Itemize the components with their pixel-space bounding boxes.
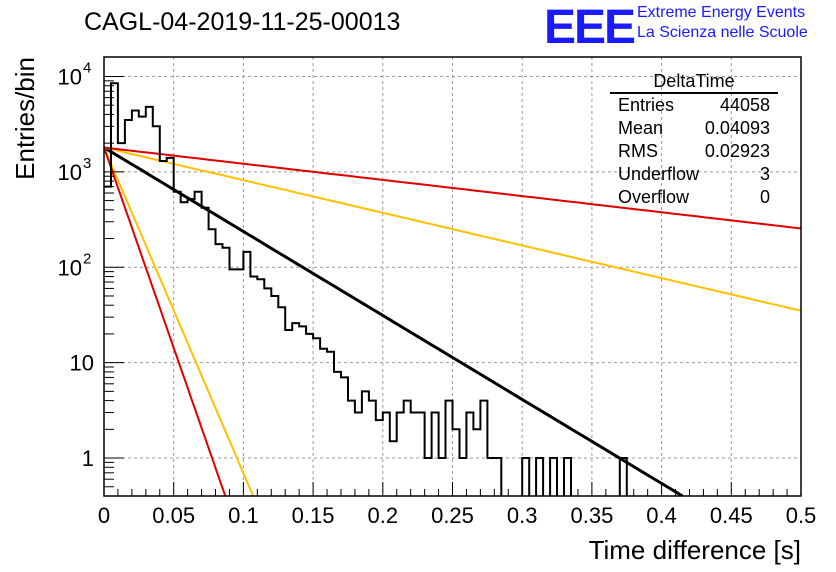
logo-line-2: La Scienza nelle Scuole	[637, 24, 808, 41]
logo-line-1: Extreme Energy Events	[637, 4, 806, 21]
x-tick-label: 0.1	[228, 503, 259, 528]
stats-value: 0	[759, 187, 770, 207]
y-tick-label: 10	[58, 255, 82, 280]
plot-area	[104, 82, 801, 496]
stats-row: RMS 0.02923	[610, 140, 778, 163]
stats-value: 0.04093	[704, 118, 770, 138]
y-tick-exponent: 4	[83, 59, 91, 76]
stats-rows: Entries 44058 Mean 0.04093 RMS 0.02923 Underfl…	[610, 94, 778, 209]
stats-label: RMS	[618, 141, 658, 161]
x-tick-label: 0.2	[368, 503, 399, 528]
grid-lines	[104, 57, 801, 496]
fit-line	[104, 147, 227, 496]
stats-value: 0.02923	[704, 141, 770, 161]
stats-label: Entries	[618, 95, 675, 115]
x-tick-labels: 0 0.05 0.1 0.15 0.2 0.25 0.3 0.35 0.4 0.45 0.5	[98, 503, 816, 528]
stats-label: Mean	[618, 118, 664, 138]
x-tick-label: 0.5	[786, 503, 817, 528]
stats-row: Entries 44058	[610, 94, 778, 117]
stats-row: Overflow 0	[610, 186, 778, 209]
stats-value: 44058	[719, 95, 770, 115]
stats-label: Underflow	[618, 164, 700, 184]
y-tick-label: 10	[58, 160, 82, 185]
stats-row: Underflow 3	[610, 163, 778, 186]
y-tick-exponent: 3	[83, 155, 91, 172]
x-tick-label: 0.4	[646, 503, 677, 528]
y-axis-label: Entries/bin	[10, 57, 40, 180]
x-axis-label: Time difference [s]	[589, 535, 801, 565]
stats-value: 3	[759, 164, 770, 184]
fit-line	[104, 147, 255, 496]
fit-line	[104, 146, 801, 230]
x-tick-label: 0.05	[152, 503, 195, 528]
x-tick-label: 0.25	[431, 503, 474, 528]
x-tick-label: 0	[98, 503, 110, 528]
y-tick-label: 10	[58, 64, 82, 89]
x-tick-label: 0.45	[710, 503, 753, 528]
x-tick-label: 0.3	[507, 503, 538, 528]
fit-line	[104, 146, 684, 496]
y-tick-label: 1	[82, 446, 94, 471]
eee-logo: EEE	[544, 1, 636, 54]
y-tick-label: 10	[70, 351, 94, 376]
stats-title: DeltaTime	[610, 70, 778, 94]
x-tick-label: 0.35	[570, 503, 613, 528]
axis-ticks	[103, 75, 802, 496]
stats-box: DeltaTime Entries 44058 Mean 0.04093 RMS 0.02…	[610, 70, 778, 209]
y-tick-exponent: 2	[83, 250, 91, 267]
stats-label: Overflow	[618, 187, 690, 207]
stats-row: Mean 0.04093	[610, 117, 778, 140]
histogram	[104, 82, 628, 496]
chart-title: CAGL-04-2019-11-25-00013	[84, 8, 401, 36]
fit-line	[104, 146, 801, 312]
fit-lines	[104, 146, 801, 496]
x-tick-label: 0.15	[292, 503, 335, 528]
